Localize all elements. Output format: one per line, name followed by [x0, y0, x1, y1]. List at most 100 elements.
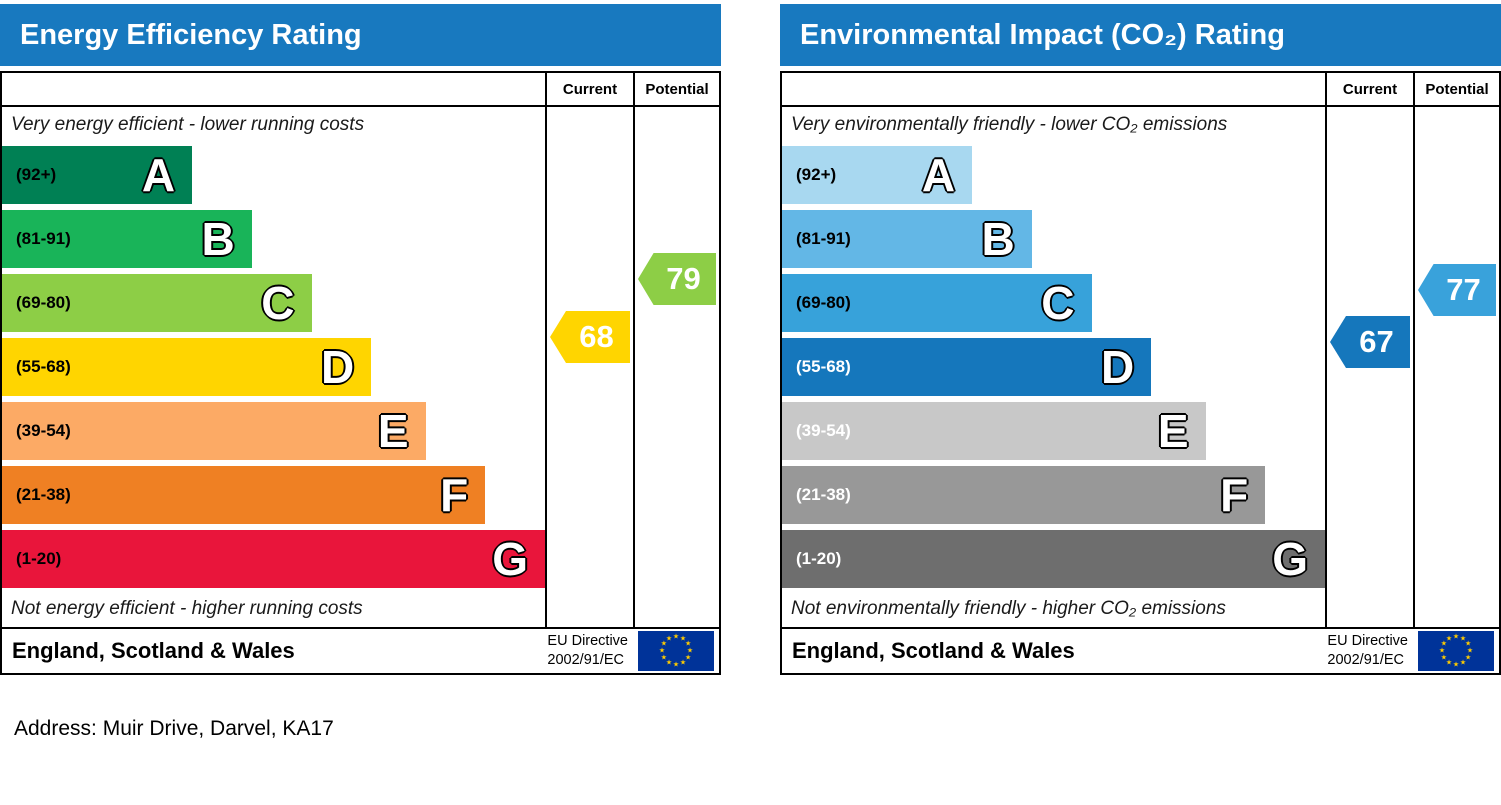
- band-row: (81-91) B: [2, 207, 545, 271]
- band-range-label: (81-91): [16, 229, 71, 248]
- bands-header-spacer: [782, 73, 1325, 105]
- table-footer: England, Scotland & Wales EU Directive 2…: [782, 627, 1499, 673]
- eu-flag-icon: ★ ★ ★ ★ ★ ★ ★ ★ ★ ★ ★ ★: [1418, 631, 1494, 671]
- band-letter: A: [921, 149, 956, 201]
- eu-flag-star: ★: [1459, 635, 1467, 643]
- rating-table: Current Potential Very environmentally f…: [780, 71, 1501, 675]
- eu-flag-star: ★: [665, 635, 673, 643]
- band-row: (1-20) G: [782, 527, 1325, 591]
- band-letter: D: [1101, 341, 1135, 393]
- current-column-header: Current: [1325, 73, 1413, 105]
- eu-flag-star: ★: [1452, 633, 1460, 641]
- band-bar-g: (1-20) G: [2, 530, 545, 588]
- current-rating-arrow: 68: [550, 311, 630, 363]
- band-range-label: (69-80): [16, 293, 71, 312]
- band-row: (21-38) F: [2, 463, 545, 527]
- table-body: Very energy efficient - lower running co…: [2, 107, 719, 627]
- band-range-label: (1-20): [796, 549, 842, 568]
- band-row: (69-80) C: [2, 271, 545, 335]
- eu-directive-label: EU Directive 2002/91/EC: [1327, 632, 1408, 670]
- eu-directive-line1: EU Directive: [1327, 633, 1408, 650]
- potential-rating-arrow: 79: [638, 253, 716, 305]
- band-letter: G: [1272, 533, 1308, 585]
- band-letter: B: [981, 213, 1015, 265]
- eu-flag-star: ★: [672, 661, 680, 669]
- eu-flag-star: ★: [684, 640, 692, 648]
- band-range-label: (81-91): [796, 229, 851, 248]
- current-rating-arrow: 67: [1330, 316, 1410, 368]
- band-bar-a: (92+) A: [782, 146, 973, 204]
- band-letter: A: [141, 149, 176, 201]
- eu-flag-star: ★: [660, 640, 668, 648]
- band-letter: G: [492, 533, 528, 585]
- band-letter: E: [1157, 405, 1189, 457]
- eu-flag-star: ★: [1445, 635, 1453, 643]
- energy-efficiency-panel: Energy Efficiency Rating Current Potenti…: [0, 4, 721, 675]
- band-bar-f: (21-38) F: [782, 466, 1266, 524]
- eu-flag-star: ★: [1464, 640, 1472, 648]
- top-note: Very energy efficient - lower running co…: [11, 114, 365, 135]
- bands-header-spacer: [2, 73, 545, 105]
- eu-directive-line1: EU Directive: [547, 633, 628, 650]
- eu-directive-line2: 2002/91/EC: [1327, 652, 1405, 668]
- band-bar-g: (1-20) G: [782, 530, 1325, 588]
- table-footer: England, Scotland & Wales EU Directive 2…: [2, 627, 719, 673]
- eu-flag-star: ★: [1466, 647, 1474, 655]
- band-letter: D: [321, 341, 355, 393]
- band-letter: B: [201, 213, 235, 265]
- band-range-label: (55-68): [796, 357, 851, 376]
- region-label: England, Scotland & Wales: [792, 638, 1075, 663]
- band-row: (21-38) F: [782, 463, 1325, 527]
- page: Energy Efficiency Rating Current Potenti…: [0, 4, 1501, 740]
- table-body: Very environmentally friendly - lower CO…: [782, 107, 1499, 627]
- band-range-label: (21-38): [796, 485, 851, 504]
- environmental-impact-panel: Environmental Impact (CO₂) Rating Curren…: [780, 4, 1501, 675]
- band-bar-c: (69-80) C: [782, 274, 1092, 332]
- band-row: (81-91) B: [782, 207, 1325, 271]
- potential-column-header: Potential: [633, 73, 719, 105]
- panel-title: Environmental Impact (CO₂) Rating: [800, 18, 1285, 51]
- band-range-label: (92+): [16, 165, 57, 184]
- band-bar-d: (55-68) D: [2, 338, 372, 396]
- current-column: 68: [545, 107, 633, 627]
- band-bar-e: (39-54) E: [782, 402, 1206, 460]
- eu-flag-star: ★: [1438, 647, 1446, 655]
- eu-flag-star: ★: [665, 659, 673, 667]
- band-letter: F: [1220, 469, 1249, 521]
- potential-column-header: Potential: [1413, 73, 1499, 105]
- band-bar-c: (69-80) C: [2, 274, 312, 332]
- eu-flag-star: ★: [658, 647, 666, 655]
- eu-flag-star: ★: [672, 633, 680, 641]
- potential-column: 77: [1413, 107, 1499, 627]
- bottom-note: Not environmentally friendly - higher CO…: [791, 598, 1226, 619]
- band-rows: (92+) A (81-91) B (69-80) C (55-68) D (39-54) E (2…: [782, 143, 1325, 591]
- region-label: England, Scotland & Wales: [12, 638, 295, 663]
- eu-flag-star: ★: [679, 635, 687, 643]
- eu-flag-star: ★: [686, 647, 694, 655]
- band-bar-d: (55-68) D: [782, 338, 1152, 396]
- band-row: (55-68) D: [782, 335, 1325, 399]
- table-header-row: Current Potential: [782, 73, 1499, 107]
- panel-title: Energy Efficiency Rating: [20, 18, 362, 51]
- bottom-note: Not energy efficient - higher running co…: [11, 598, 363, 619]
- eu-flag-star: ★: [660, 654, 668, 662]
- address-line: Address: Muir Drive, Darvel, KA17: [14, 717, 334, 740]
- band-row: (39-54) E: [2, 399, 545, 463]
- eu-flag-star: ★: [1464, 654, 1472, 662]
- band-range-label: (55-68): [16, 357, 71, 376]
- rating-table: Current Potential Very energy efficient …: [0, 71, 721, 675]
- band-bar-e: (39-54) E: [2, 402, 426, 460]
- potential-rating-arrow: 77: [1418, 264, 1496, 316]
- eu-flag-star: ★: [679, 659, 687, 667]
- band-letter: F: [440, 469, 469, 521]
- band-range-label: (92+): [796, 165, 837, 184]
- band-range-label: (21-38): [16, 485, 71, 504]
- rating-panels: Energy Efficiency Rating Current Potenti…: [0, 4, 1501, 675]
- panel-title-bar: Energy Efficiency Rating: [0, 4, 721, 66]
- band-letter: E: [377, 405, 409, 457]
- band-row: (92+) A: [782, 143, 1325, 207]
- band-row: (1-20) G: [2, 527, 545, 591]
- bands-container: Very environmentally friendly - lower CO…: [782, 107, 1325, 627]
- band-bar-f: (21-38) F: [2, 466, 486, 524]
- band-row: (92+) A: [2, 143, 545, 207]
